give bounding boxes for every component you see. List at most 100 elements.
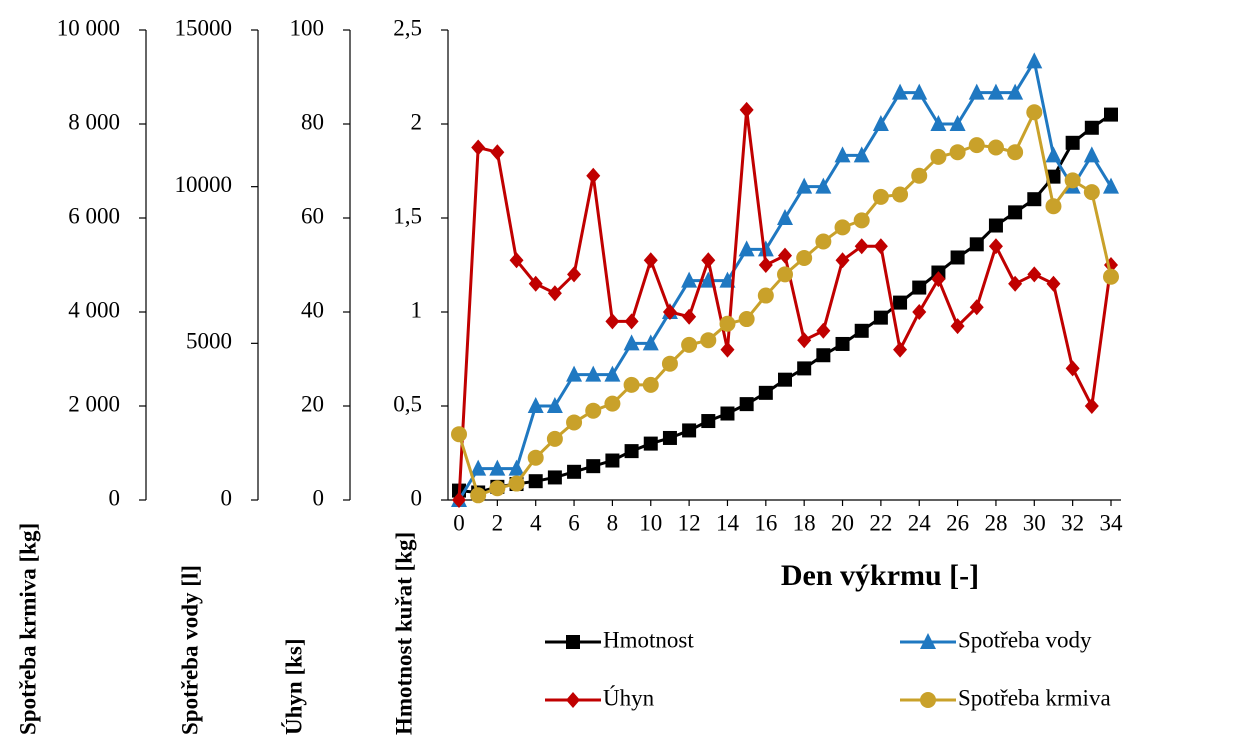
point <box>643 436 658 451</box>
point <box>527 449 544 466</box>
point <box>624 444 639 459</box>
point <box>528 474 543 489</box>
point <box>758 385 773 400</box>
point <box>757 287 774 304</box>
point <box>642 334 659 351</box>
x-tick-label: 16 <box>754 510 777 535</box>
point <box>796 177 813 194</box>
point <box>661 355 678 372</box>
x-tick-label: 26 <box>946 510 969 535</box>
point <box>586 167 601 184</box>
point <box>1065 135 1080 150</box>
point <box>987 139 1004 156</box>
point <box>1064 172 1081 189</box>
point <box>490 144 505 161</box>
y-tick-label: 80 <box>301 109 324 134</box>
point <box>1008 275 1023 292</box>
point <box>835 336 850 351</box>
point <box>797 361 812 376</box>
y-tick-label: 40 <box>301 297 324 322</box>
point <box>738 240 755 257</box>
x-tick-label: 22 <box>869 510 892 535</box>
point <box>682 423 697 438</box>
point <box>854 323 869 338</box>
y-tick-label: 6 000 <box>68 203 120 228</box>
x-tick-label: 30 <box>1023 510 1046 535</box>
point <box>642 376 659 393</box>
x-tick-label: 28 <box>984 510 1007 535</box>
point <box>623 334 640 351</box>
y-tick-label: 0 <box>313 485 325 510</box>
point <box>586 459 601 474</box>
point <box>701 252 716 269</box>
point <box>815 233 832 250</box>
y-tick-label: 0,5 <box>393 391 422 416</box>
y-axis-title: Úhyn [ks] <box>281 638 306 735</box>
point <box>778 372 792 387</box>
point <box>969 237 984 252</box>
point <box>853 146 870 163</box>
y-tick-label: 10 000 <box>57 15 120 40</box>
x-tick-label: 32 <box>1061 510 1084 535</box>
point <box>1027 192 1042 207</box>
point <box>489 480 506 497</box>
x-tick-label: 2 <box>492 510 504 535</box>
point <box>834 146 851 163</box>
point <box>452 492 466 508</box>
point <box>623 376 640 393</box>
point <box>930 148 947 165</box>
x-tick-label: 8 <box>607 510 619 535</box>
legend-label: Úhyn <box>603 684 655 710</box>
point <box>758 257 773 273</box>
point <box>701 414 716 429</box>
point <box>931 271 946 288</box>
point <box>777 209 793 225</box>
point <box>873 238 888 255</box>
y-tick-label: 0 <box>109 485 121 510</box>
point <box>912 304 927 320</box>
point <box>949 115 966 131</box>
point <box>508 459 525 476</box>
x-tick-label: 24 <box>908 510 932 535</box>
legend-label: Hmotnost <box>603 627 694 652</box>
point <box>834 219 851 236</box>
point <box>968 137 985 154</box>
point <box>547 285 562 302</box>
y-tick-label: 15000 <box>175 15 233 40</box>
y-tick-label: 0 <box>411 485 423 510</box>
point <box>1045 198 1062 215</box>
point <box>470 487 487 504</box>
point <box>719 315 736 332</box>
point <box>873 310 888 325</box>
point <box>893 341 908 358</box>
point <box>720 341 735 358</box>
point <box>892 186 909 203</box>
x-tick-label: 10 <box>639 510 662 535</box>
point <box>1046 169 1061 184</box>
y-axis-title: Spotřeba vody [l] <box>177 565 202 735</box>
legend-marker <box>920 633 936 649</box>
point <box>1083 184 1100 201</box>
y-tick-label: 100 <box>290 15 325 40</box>
point <box>605 453 620 468</box>
point <box>567 464 582 479</box>
point <box>950 250 965 265</box>
point <box>854 238 869 255</box>
point <box>835 252 850 269</box>
point <box>1104 107 1118 122</box>
point <box>624 313 639 330</box>
point <box>1007 83 1024 100</box>
x-tick-label: 4 <box>530 510 542 535</box>
y-tick-label: 2 <box>411 109 423 134</box>
point <box>1084 398 1099 414</box>
y-tick-label: 5000 <box>186 329 232 354</box>
y-tick-label: 20 <box>301 391 324 416</box>
point <box>911 167 928 184</box>
y-tick-label: 1,5 <box>393 203 422 228</box>
y-tick-label: 0 <box>221 485 233 510</box>
point <box>1084 120 1099 135</box>
point <box>778 247 792 264</box>
point <box>585 402 602 419</box>
point <box>892 83 909 100</box>
